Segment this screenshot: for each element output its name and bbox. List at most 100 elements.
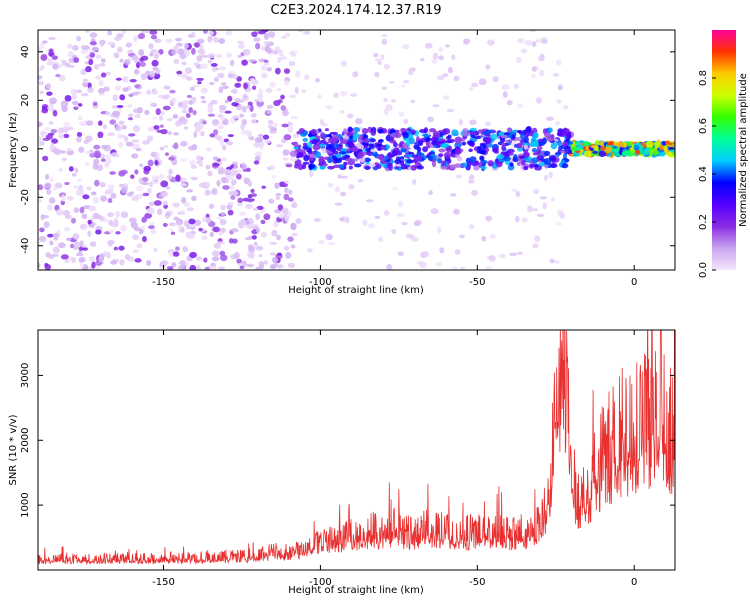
heatmap-cell xyxy=(492,76,499,83)
heatmap-cell xyxy=(331,131,339,136)
heatmap-cell xyxy=(446,138,455,144)
heatmap-cell xyxy=(258,253,263,258)
heatmap-cell xyxy=(253,37,261,42)
heatmap-cell xyxy=(413,144,420,150)
heatmap-cell xyxy=(191,144,198,151)
heatmap-cell xyxy=(107,30,113,36)
heatmap-cell xyxy=(340,60,347,67)
heatmap-cell xyxy=(97,87,105,94)
heatmap-cell xyxy=(188,218,196,225)
spectrogram-panel: -150 -100 -50 0 40 20 0 -20 -40 Height of strai… xyxy=(8,29,676,296)
heatmap-cell xyxy=(438,148,446,153)
heatmap-cell xyxy=(92,163,99,170)
heatmap-cell xyxy=(217,166,225,174)
heatmap-cell xyxy=(64,62,71,68)
heatmap-cell xyxy=(80,92,89,97)
heatmap-cell xyxy=(52,246,60,254)
heatmap-cell xyxy=(534,163,539,168)
heatmap-cell xyxy=(545,116,554,122)
heatmap-cell xyxy=(50,129,58,134)
heatmap-cell xyxy=(183,126,189,130)
heatmap-cell xyxy=(99,182,106,188)
heatmap-cell xyxy=(284,216,290,222)
heatmap-cell xyxy=(132,234,139,241)
heatmap-cell xyxy=(462,130,470,137)
heatmap-cell xyxy=(526,205,534,213)
heatmap-cell xyxy=(142,236,147,243)
heatmap-cell xyxy=(121,30,127,35)
heatmap-cell xyxy=(128,217,137,224)
heatmap-cell xyxy=(410,236,419,242)
heatmap-cell xyxy=(562,152,568,160)
heatmap-cell xyxy=(64,259,70,264)
heatmap-cell xyxy=(105,158,112,164)
heatmap-cell xyxy=(73,57,80,63)
heatmap-cell xyxy=(84,162,90,167)
heatmap-cell xyxy=(160,128,168,135)
heatmap-cell xyxy=(365,199,374,203)
heatmap-cell xyxy=(524,39,533,46)
heatmap-cell xyxy=(79,223,88,230)
heatmap-cell xyxy=(217,125,224,130)
heatmap-cell xyxy=(291,223,297,230)
heatmap-cell xyxy=(237,54,243,59)
heatmap-cell xyxy=(200,87,208,94)
heatmap-cell xyxy=(242,93,248,100)
heatmap-cell xyxy=(298,127,305,134)
heatmap-cell xyxy=(196,55,203,62)
heatmap-cell xyxy=(281,183,288,188)
heatmap-cell xyxy=(284,80,290,86)
heatmap-cell xyxy=(120,211,129,219)
heatmap-cell xyxy=(189,251,197,259)
heatmap-cell xyxy=(435,140,442,148)
heatmap-cell xyxy=(236,203,243,207)
heatmap-cell xyxy=(177,101,183,108)
heatmap-cell xyxy=(167,131,173,135)
heatmap-cell xyxy=(166,266,174,270)
heatmap-cell xyxy=(411,129,416,135)
heatmap-cell xyxy=(263,62,270,66)
heatmap-cell xyxy=(253,244,258,248)
heatmap-cell xyxy=(236,258,242,264)
colorbar-tick-label: 0.8 xyxy=(698,70,709,86)
heatmap-cell xyxy=(55,74,61,78)
heatmap-cell xyxy=(64,95,72,102)
heatmap-cell xyxy=(516,147,524,152)
heatmap-cell xyxy=(419,261,427,269)
heatmap-cell xyxy=(327,157,333,164)
heatmap-cell xyxy=(162,222,168,227)
heatmap-cell xyxy=(174,44,179,51)
heatmap-cell xyxy=(271,122,279,128)
heatmap-cell xyxy=(196,160,204,165)
heatmap-cell xyxy=(186,94,192,99)
heatmap-cell xyxy=(236,104,243,111)
heatmap-cell xyxy=(285,189,290,194)
heatmap-cell xyxy=(39,227,45,233)
heatmap-cell xyxy=(160,193,169,197)
heatmap-cell xyxy=(212,156,219,161)
heatmap-cell xyxy=(244,236,253,241)
heatmap-cell xyxy=(264,140,272,144)
heatmap-cell xyxy=(241,59,248,66)
heatmap-cell xyxy=(40,54,48,61)
heatmap-cell xyxy=(376,164,382,169)
heatmap-cell xyxy=(535,96,542,104)
heatmap-cell xyxy=(230,228,239,233)
heatmap-cell xyxy=(171,97,177,103)
heatmap-cell xyxy=(137,33,146,40)
heatmap-cell xyxy=(309,170,314,178)
heatmap-cell xyxy=(211,256,220,262)
heatmap-cell xyxy=(132,125,141,133)
heatmap-cell xyxy=(153,200,162,206)
heatmap-cell xyxy=(164,152,170,156)
heatmap-cell xyxy=(513,154,518,161)
heatmap-cell xyxy=(139,61,146,67)
heatmap-cell xyxy=(223,169,231,174)
heatmap-cell xyxy=(79,240,84,248)
heatmap-cell xyxy=(276,264,284,269)
heatmap-cell xyxy=(531,148,538,153)
heatmap-cell xyxy=(368,162,376,168)
heatmap-cell xyxy=(394,159,402,164)
heatmap-cell xyxy=(205,147,213,152)
heatmap-cell xyxy=(311,138,318,145)
